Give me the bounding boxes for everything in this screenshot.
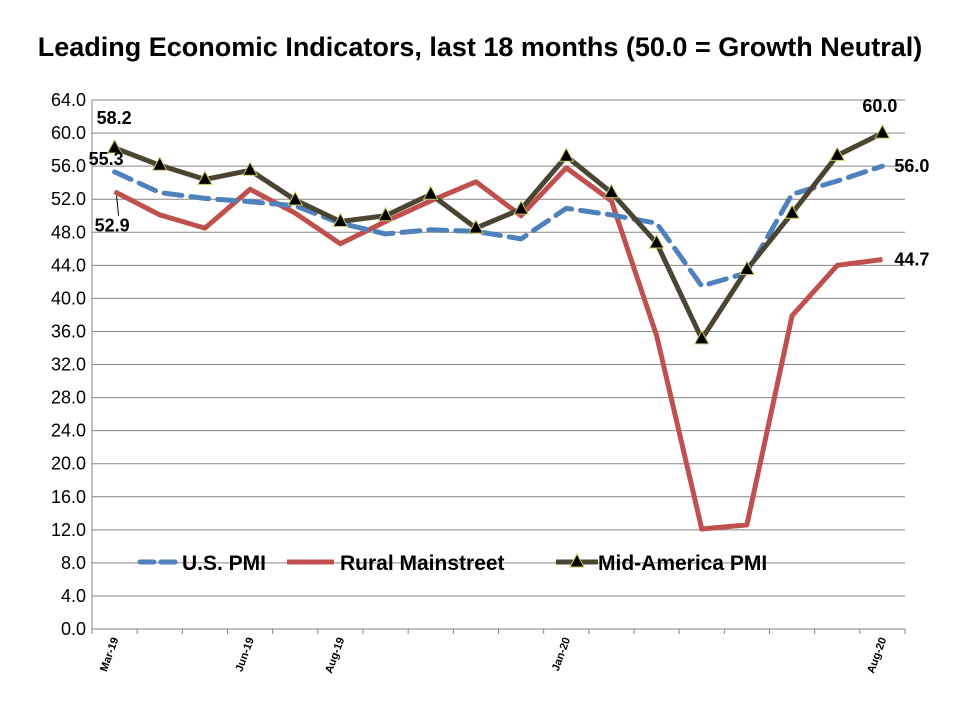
y-tick-label: 44.0 [51, 255, 86, 275]
x-axis-ticks: Mar-19 Jun-19 Aug-19 Jan-20 Aug-20 [98, 636, 889, 675]
data-label: 58.2 [97, 108, 132, 128]
triangle-marker [513, 200, 529, 215]
y-tick-label: 36.0 [51, 321, 86, 341]
axes [91, 100, 906, 634]
legend-label: Mid-America PMI [598, 552, 767, 575]
triangle-marker [829, 146, 846, 161]
data-label: 52.9 [95, 216, 130, 236]
triangle-marker [242, 161, 258, 176]
data-label: 55.3 [89, 149, 124, 169]
y-tick-label: 40.0 [51, 288, 86, 308]
data-label: 60.0 [862, 96, 897, 116]
triangle-marker [648, 233, 665, 249]
triangle-marker [468, 219, 484, 234]
series-group [112, 130, 885, 532]
triangle-marker [151, 156, 168, 171]
legend-label: Rural Mainstreet [340, 552, 505, 575]
y-tick-label: 64.0 [51, 90, 86, 110]
y-tick-label: 52.0 [51, 189, 86, 209]
triangle-marker [422, 185, 439, 200]
y-tick-label: 16.0 [51, 487, 86, 507]
data-labels: 58.2 55.3 52.9 60.0 56.0 44.7 [89, 96, 930, 269]
triangle-marker [693, 329, 710, 345]
x-tick-label: Aug-19 [323, 636, 347, 675]
y-tick-label: 60.0 [51, 123, 86, 143]
y-tick-label: 4.0 [61, 586, 86, 606]
series-line-u-s-pmi [112, 163, 885, 289]
data-label: 56.0 [894, 156, 929, 176]
series-line-rural-mainstreet [113, 165, 883, 532]
leader-line [116, 195, 120, 216]
y-tick-label: 0.0 [61, 619, 86, 639]
x-tick-label: Mar-19 [98, 636, 121, 673]
triangle-marker [558, 147, 575, 162]
y-axis-ticks: 0.0 4.0 8.0 12.0 16.0 20.0 24.0 28.0 32.0 36.0 40.… [51, 90, 86, 639]
triangle-marker [739, 260, 755, 275]
triangle-marker [197, 170, 213, 185]
triangle-marker [287, 190, 304, 206]
series-line-mid-america-pmi [113, 130, 884, 342]
chart-title: Leading Economic Indicators, last 18 mon… [38, 32, 922, 62]
x-tick-label: Jan-20 [550, 636, 573, 673]
y-tick-label: 12.0 [51, 520, 86, 540]
triangle-marker [377, 206, 394, 222]
y-tick-label: 56.0 [51, 156, 86, 176]
triangle-marker [784, 204, 800, 219]
triangle-marker [106, 138, 123, 154]
x-tick-label: Jun-19 [233, 636, 256, 673]
y-tick-label: 32.0 [51, 355, 86, 375]
y-tick-label: 28.0 [51, 388, 86, 408]
x-tick-label: Aug-20 [865, 636, 889, 675]
y-tick-label: 24.0 [51, 421, 86, 441]
y-tick-label: 48.0 [51, 222, 86, 242]
triangle-marker [332, 212, 349, 228]
legend-triangle-icon [569, 552, 585, 568]
triangle-marker [874, 124, 891, 139]
y-tick-label: 20.0 [51, 454, 86, 474]
triangle-marker [603, 183, 620, 199]
legend: U.S. PMI Rural Mainstreet Mid-America PMI [137, 552, 767, 575]
y-tick-label: 8.0 [61, 553, 86, 573]
legend-label: U.S. PMI [182, 552, 266, 575]
data-label: 44.7 [894, 250, 929, 270]
markers-group [106, 124, 891, 345]
